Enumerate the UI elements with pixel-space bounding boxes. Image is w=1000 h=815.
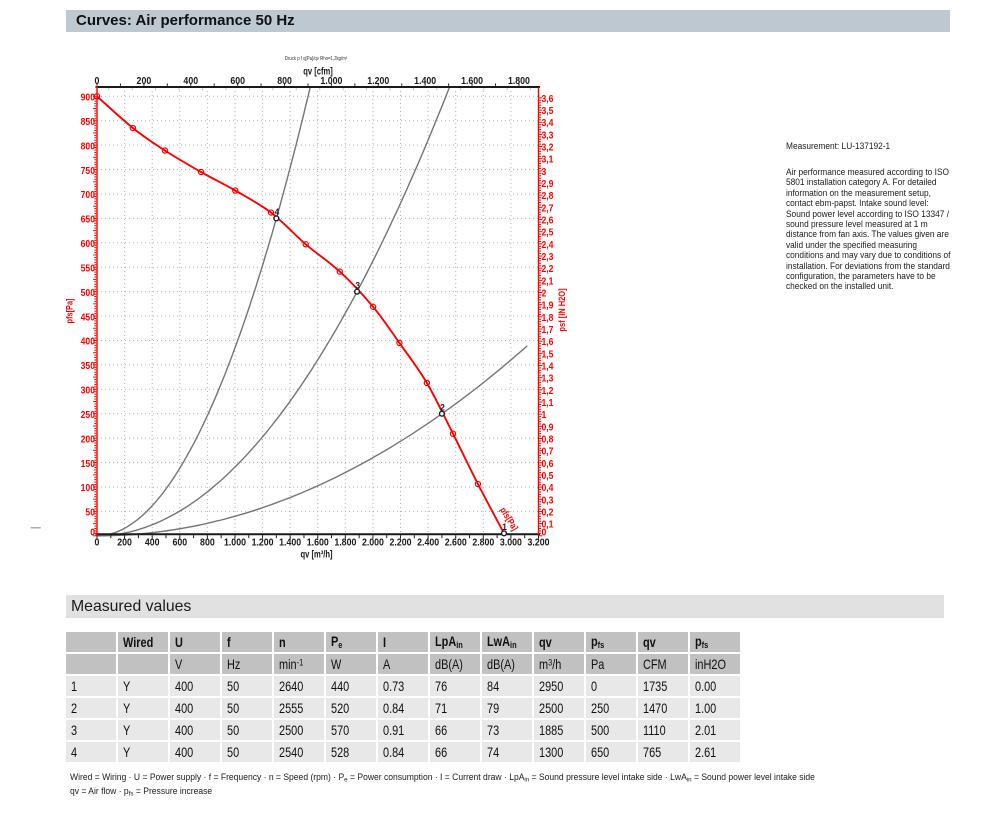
svg-text:3,3: 3,3 — [542, 130, 554, 141]
svg-text:600: 600 — [81, 239, 95, 250]
svg-text:2,8: 2,8 — [542, 191, 554, 202]
svg-text:650: 650 — [81, 214, 95, 225]
svg-text:1,2: 1,2 — [542, 385, 554, 396]
svg-text:3.200: 3.200 — [528, 536, 550, 548]
svg-text:1,4: 1,4 — [542, 361, 555, 372]
svg-text:150: 150 — [81, 458, 95, 469]
svg-text:Druck p f q[Pa]/qv Rho=1,2kg/m: Druck p f q[Pa]/qv Rho=1,2kg/m³ — [285, 56, 348, 61]
svg-text:3.000: 3.000 — [500, 536, 522, 548]
svg-text:2,7: 2,7 — [542, 203, 554, 214]
svg-text:1,1: 1,1 — [542, 398, 554, 409]
svg-text:0,8: 0,8 — [542, 434, 554, 445]
svg-text:0,9: 0,9 — [542, 422, 554, 433]
svg-text:3,6: 3,6 — [542, 93, 554, 104]
svg-text:qv [m³/h]: qv [m³/h] — [300, 548, 332, 559]
svg-text:1,3: 1,3 — [542, 373, 554, 384]
svg-text:400: 400 — [145, 536, 160, 548]
svg-text:3: 3 — [542, 166, 547, 177]
svg-text:100: 100 — [81, 483, 95, 494]
svg-text:0,2: 0,2 — [542, 507, 554, 518]
svg-text:2,3: 2,3 — [542, 252, 554, 263]
svg-text:3,4: 3,4 — [542, 118, 555, 129]
svg-text:qv [cfm]: qv [cfm] — [303, 65, 333, 76]
svg-text:1,8: 1,8 — [542, 312, 554, 323]
svg-text:2: 2 — [542, 288, 547, 299]
svg-text:900: 900 — [81, 92, 95, 103]
svg-text:1.200: 1.200 — [252, 536, 274, 548]
svg-text:0: 0 — [90, 527, 95, 538]
svg-text:0,7: 0,7 — [542, 446, 554, 457]
svg-text:2.000: 2.000 — [362, 536, 384, 548]
svg-text:2.200: 2.200 — [390, 536, 412, 548]
svg-text:1: 1 — [502, 522, 507, 533]
svg-text:2,2: 2,2 — [542, 264, 554, 275]
svg-text:2,5: 2,5 — [542, 227, 554, 238]
svg-text:1.800: 1.800 — [508, 74, 530, 86]
svg-text:2.400: 2.400 — [417, 536, 439, 548]
svg-text:0,5: 0,5 — [542, 470, 554, 481]
svg-text:2,9: 2,9 — [542, 179, 554, 190]
svg-text:2.600: 2.600 — [445, 536, 467, 548]
svg-text:3,1: 3,1 — [542, 154, 554, 165]
svg-text:1.400: 1.400 — [279, 536, 301, 548]
svg-text:3: 3 — [355, 280, 360, 291]
svg-text:1,9: 1,9 — [542, 300, 554, 311]
svg-text:800: 800 — [200, 536, 215, 548]
svg-text:1.000: 1.000 — [320, 74, 342, 86]
svg-text:1: 1 — [542, 410, 547, 421]
svg-text:1,5: 1,5 — [542, 349, 554, 360]
svg-text:450: 450 — [81, 312, 95, 323]
svg-text:250: 250 — [81, 409, 95, 420]
svg-text:0,3: 0,3 — [542, 495, 554, 506]
svg-text:400: 400 — [183, 74, 198, 86]
svg-text:1,6: 1,6 — [542, 337, 554, 348]
svg-text:200: 200 — [117, 536, 132, 548]
svg-text:1.800: 1.800 — [334, 536, 356, 548]
svg-text:0,6: 0,6 — [542, 458, 554, 469]
svg-text:1.000: 1.000 — [224, 536, 246, 548]
svg-text:2.800: 2.800 — [472, 536, 494, 548]
svg-text:600: 600 — [172, 536, 187, 548]
svg-text:800: 800 — [277, 74, 292, 86]
svg-text:3,5: 3,5 — [542, 106, 554, 117]
svg-text:800: 800 — [81, 141, 95, 152]
svg-text:1.400: 1.400 — [414, 74, 436, 86]
svg-text:3,2: 3,2 — [542, 142, 554, 153]
svg-text:4: 4 — [275, 207, 280, 218]
svg-text:1.200: 1.200 — [367, 74, 389, 86]
svg-text:pfs[Pa]: pfs[Pa] — [65, 298, 75, 323]
svg-text:750: 750 — [81, 165, 95, 176]
svg-text:500: 500 — [81, 287, 95, 298]
svg-text:600: 600 — [230, 74, 245, 86]
svg-text:0: 0 — [95, 74, 100, 86]
svg-text:2,1: 2,1 — [542, 276, 554, 287]
svg-text:1.600: 1.600 — [461, 74, 483, 86]
svg-text:400: 400 — [81, 336, 95, 347]
svg-text:1.600: 1.600 — [307, 536, 329, 548]
svg-text:1,7: 1,7 — [542, 325, 554, 336]
svg-text:0,1: 0,1 — [542, 519, 554, 530]
svg-text:200: 200 — [137, 74, 152, 86]
svg-text:0,4: 0,4 — [542, 483, 555, 494]
svg-text:psf [IN H2O]: psf [IN H2O] — [557, 288, 567, 331]
svg-text:700: 700 — [81, 190, 95, 201]
svg-text:850: 850 — [81, 116, 95, 127]
svg-text:200: 200 — [81, 434, 95, 445]
svg-text:2,4: 2,4 — [542, 239, 555, 250]
svg-text:550: 550 — [81, 263, 95, 274]
svg-text:350: 350 — [81, 361, 95, 372]
svg-text:300: 300 — [81, 385, 95, 396]
svg-text:2: 2 — [440, 402, 445, 413]
svg-text:2,6: 2,6 — [542, 215, 554, 226]
svg-text:0: 0 — [542, 527, 547, 538]
svg-text:50: 50 — [85, 507, 95, 518]
svg-text:0: 0 — [95, 536, 100, 548]
